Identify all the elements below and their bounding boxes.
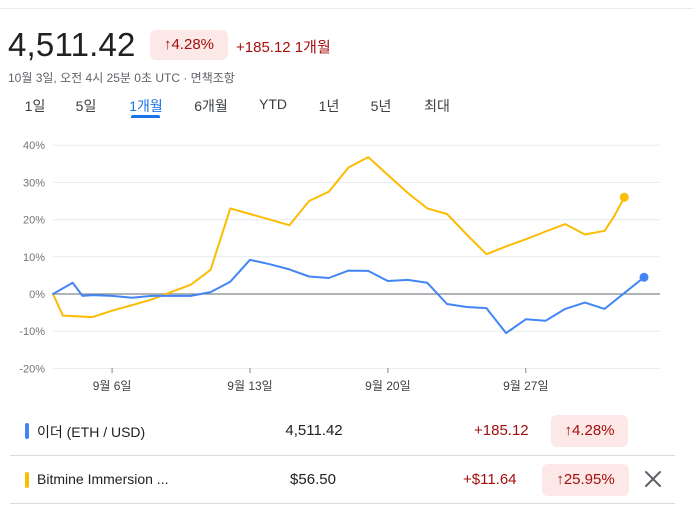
row-divider: [10, 503, 675, 504]
x-tick-label: 9월 27일: [503, 379, 548, 393]
price-change: +185.12 1개월: [236, 39, 331, 56]
y-tick-label: 10%: [23, 252, 45, 264]
comparison-line-chart[interactable]: 40% 30% 20% 10% 0% -10% -20% 9월 6일 9월 13일 9월 20일 9…: [0, 130, 693, 400]
series-percent-badge: ↑25.95%: [542, 464, 629, 496]
tab-5y[interactable]: 5년: [370, 98, 392, 114]
y-tick-label: -10%: [19, 326, 45, 338]
x-tick-label: 9월 13일: [227, 379, 272, 393]
tab-ytd[interactable]: YTD: [259, 96, 287, 112]
series-color-swatch: [25, 423, 29, 439]
series-color-swatch: [25, 472, 29, 488]
y-tick-label: 40%: [23, 140, 45, 152]
legend-row-bitmine[interactable]: Bitmine Immersion ... $56.50 +$11.64 ↑25…: [0, 457, 693, 503]
close-icon[interactable]: [642, 468, 664, 490]
tab-5d[interactable]: 5일: [75, 98, 97, 114]
tab-6m[interactable]: 6개월: [194, 98, 228, 114]
range-tabs: 1일 5일 1개월 6개월 YTD 1년 5년 최대: [0, 96, 693, 120]
y-tick-label: 30%: [23, 177, 45, 189]
active-tab-indicator: [131, 115, 160, 118]
row-divider: [10, 455, 675, 456]
tab-1m[interactable]: 1개월: [129, 98, 163, 114]
series-name: 이더 (ETH / USD): [37, 424, 146, 440]
tab-1d[interactable]: 1일: [24, 98, 46, 114]
y-tick-label: 0%: [29, 289, 45, 301]
series-change: +185.12: [474, 422, 529, 439]
series-value: 4,511.42: [285, 422, 343, 439]
top-divider: [0, 8, 693, 9]
current-price: 4,511.42: [8, 26, 136, 63]
series-change: +$11.64: [463, 471, 517, 488]
series-line-bitmine: [52, 156, 626, 319]
y-tick-label: 20%: [23, 215, 45, 227]
x-tick-label: 9월 20일: [365, 379, 410, 393]
series-endpoint-eth: [639, 272, 649, 282]
percent-badge: ↑4.28%: [150, 30, 228, 60]
series-percent-badge: ↑4.28%: [551, 415, 628, 447]
series-line-eth: [52, 258, 645, 335]
series-value: $56.50: [290, 471, 336, 488]
series-endpoint-bitmine: [619, 192, 629, 202]
series-name: Bitmine Immersion ...: [37, 471, 169, 487]
legend-row-eth[interactable]: 이더 (ETH / USD) 4,511.42 +185.12 ↑4.28%: [0, 408, 693, 454]
y-tick-label: -20%: [19, 363, 45, 375]
tab-1y[interactable]: 1년: [318, 98, 340, 114]
timestamp-disclaimer[interactable]: 10월 3일, 오전 4시 25분 0초 UTC · 면책조항: [8, 71, 235, 85]
x-tick-label: 9월 6일: [93, 379, 132, 393]
tab-max[interactable]: 최대: [424, 98, 450, 114]
